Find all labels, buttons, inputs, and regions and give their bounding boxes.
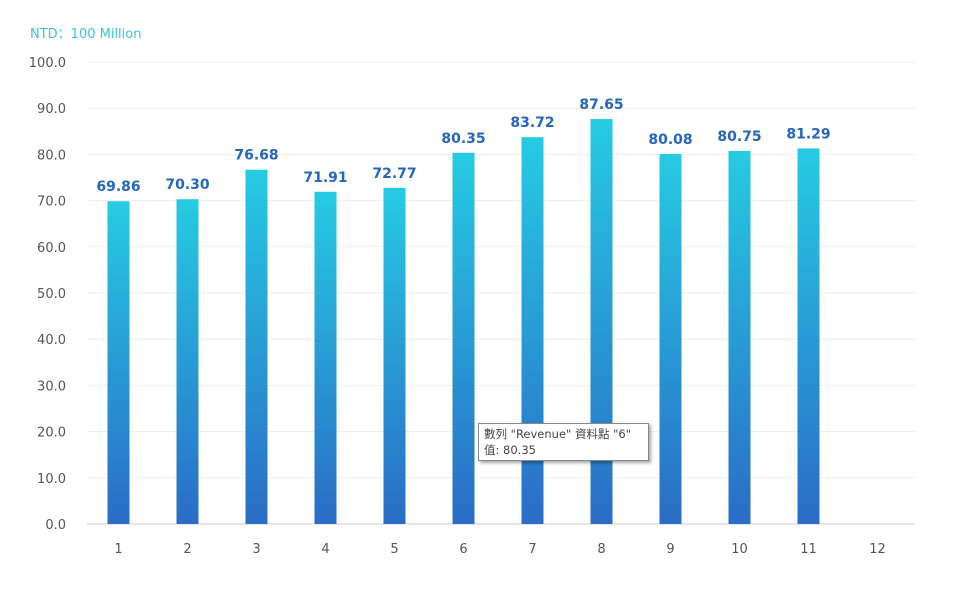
y-tick-label: 70.0 bbox=[37, 195, 66, 210]
x-tick-label: 6 bbox=[459, 542, 467, 557]
y-tick-label: 50.0 bbox=[37, 287, 66, 302]
x-tick-label: 3 bbox=[252, 542, 260, 557]
x-tick-label: 12 bbox=[869, 542, 886, 557]
y-tick-label: 0.0 bbox=[45, 518, 66, 533]
x-tick-label: 5 bbox=[390, 542, 398, 557]
bar[interactable] bbox=[728, 150, 751, 524]
x-tick-label: 2 bbox=[183, 542, 191, 557]
y-tick-label: 100.0 bbox=[29, 56, 66, 71]
x-tick-label: 8 bbox=[597, 542, 605, 557]
data-label: 83.72 bbox=[510, 115, 554, 131]
bar[interactable] bbox=[107, 201, 130, 524]
y-tick-label: 60.0 bbox=[37, 241, 66, 256]
y-tick-label: 20.0 bbox=[37, 426, 66, 441]
bar[interactable] bbox=[176, 199, 199, 525]
y-tick-label: 40.0 bbox=[37, 333, 66, 348]
bar[interactable] bbox=[659, 154, 682, 524]
x-tick-label: 11 bbox=[800, 542, 817, 557]
x-tick-label: 4 bbox=[321, 542, 329, 557]
y-tick-label: 90.0 bbox=[37, 102, 66, 117]
tooltip-series: 數列 "Revenue" 資料點 "6" bbox=[484, 427, 632, 441]
data-label: 80.75 bbox=[717, 129, 761, 145]
bar[interactable] bbox=[245, 169, 268, 524]
data-label: 87.65 bbox=[579, 97, 623, 113]
bar[interactable] bbox=[452, 152, 475, 524]
y-tick-label: 30.0 bbox=[37, 379, 66, 394]
x-tick-label: 9 bbox=[666, 542, 674, 557]
data-label: 71.91 bbox=[303, 170, 347, 186]
tooltip: 數列 "Revenue" 資料點 "6" 值: 80.35 bbox=[478, 423, 649, 461]
data-label: 76.68 bbox=[234, 148, 278, 164]
unit-label: NTD：100 Million bbox=[30, 27, 142, 42]
bar[interactable] bbox=[521, 137, 544, 524]
bar[interactable] bbox=[797, 148, 820, 525]
y-tick-label: 80.0 bbox=[37, 148, 66, 163]
y-tick-label: 10.0 bbox=[37, 472, 66, 487]
x-tick-label: 7 bbox=[528, 542, 536, 557]
tooltip-value: 值: 80.35 bbox=[484, 443, 536, 457]
data-label: 81.29 bbox=[786, 126, 830, 142]
data-label: 80.35 bbox=[441, 131, 485, 147]
data-label: 80.08 bbox=[648, 132, 692, 148]
bar[interactable] bbox=[590, 119, 613, 524]
x-tick-label: 1 bbox=[114, 542, 122, 557]
x-tick-label: 10 bbox=[731, 542, 748, 557]
data-label: 69.86 bbox=[96, 179, 140, 195]
data-label: 72.77 bbox=[372, 166, 416, 182]
data-label: 70.30 bbox=[165, 177, 210, 193]
bar[interactable] bbox=[383, 187, 406, 524]
bar[interactable] bbox=[314, 191, 337, 524]
